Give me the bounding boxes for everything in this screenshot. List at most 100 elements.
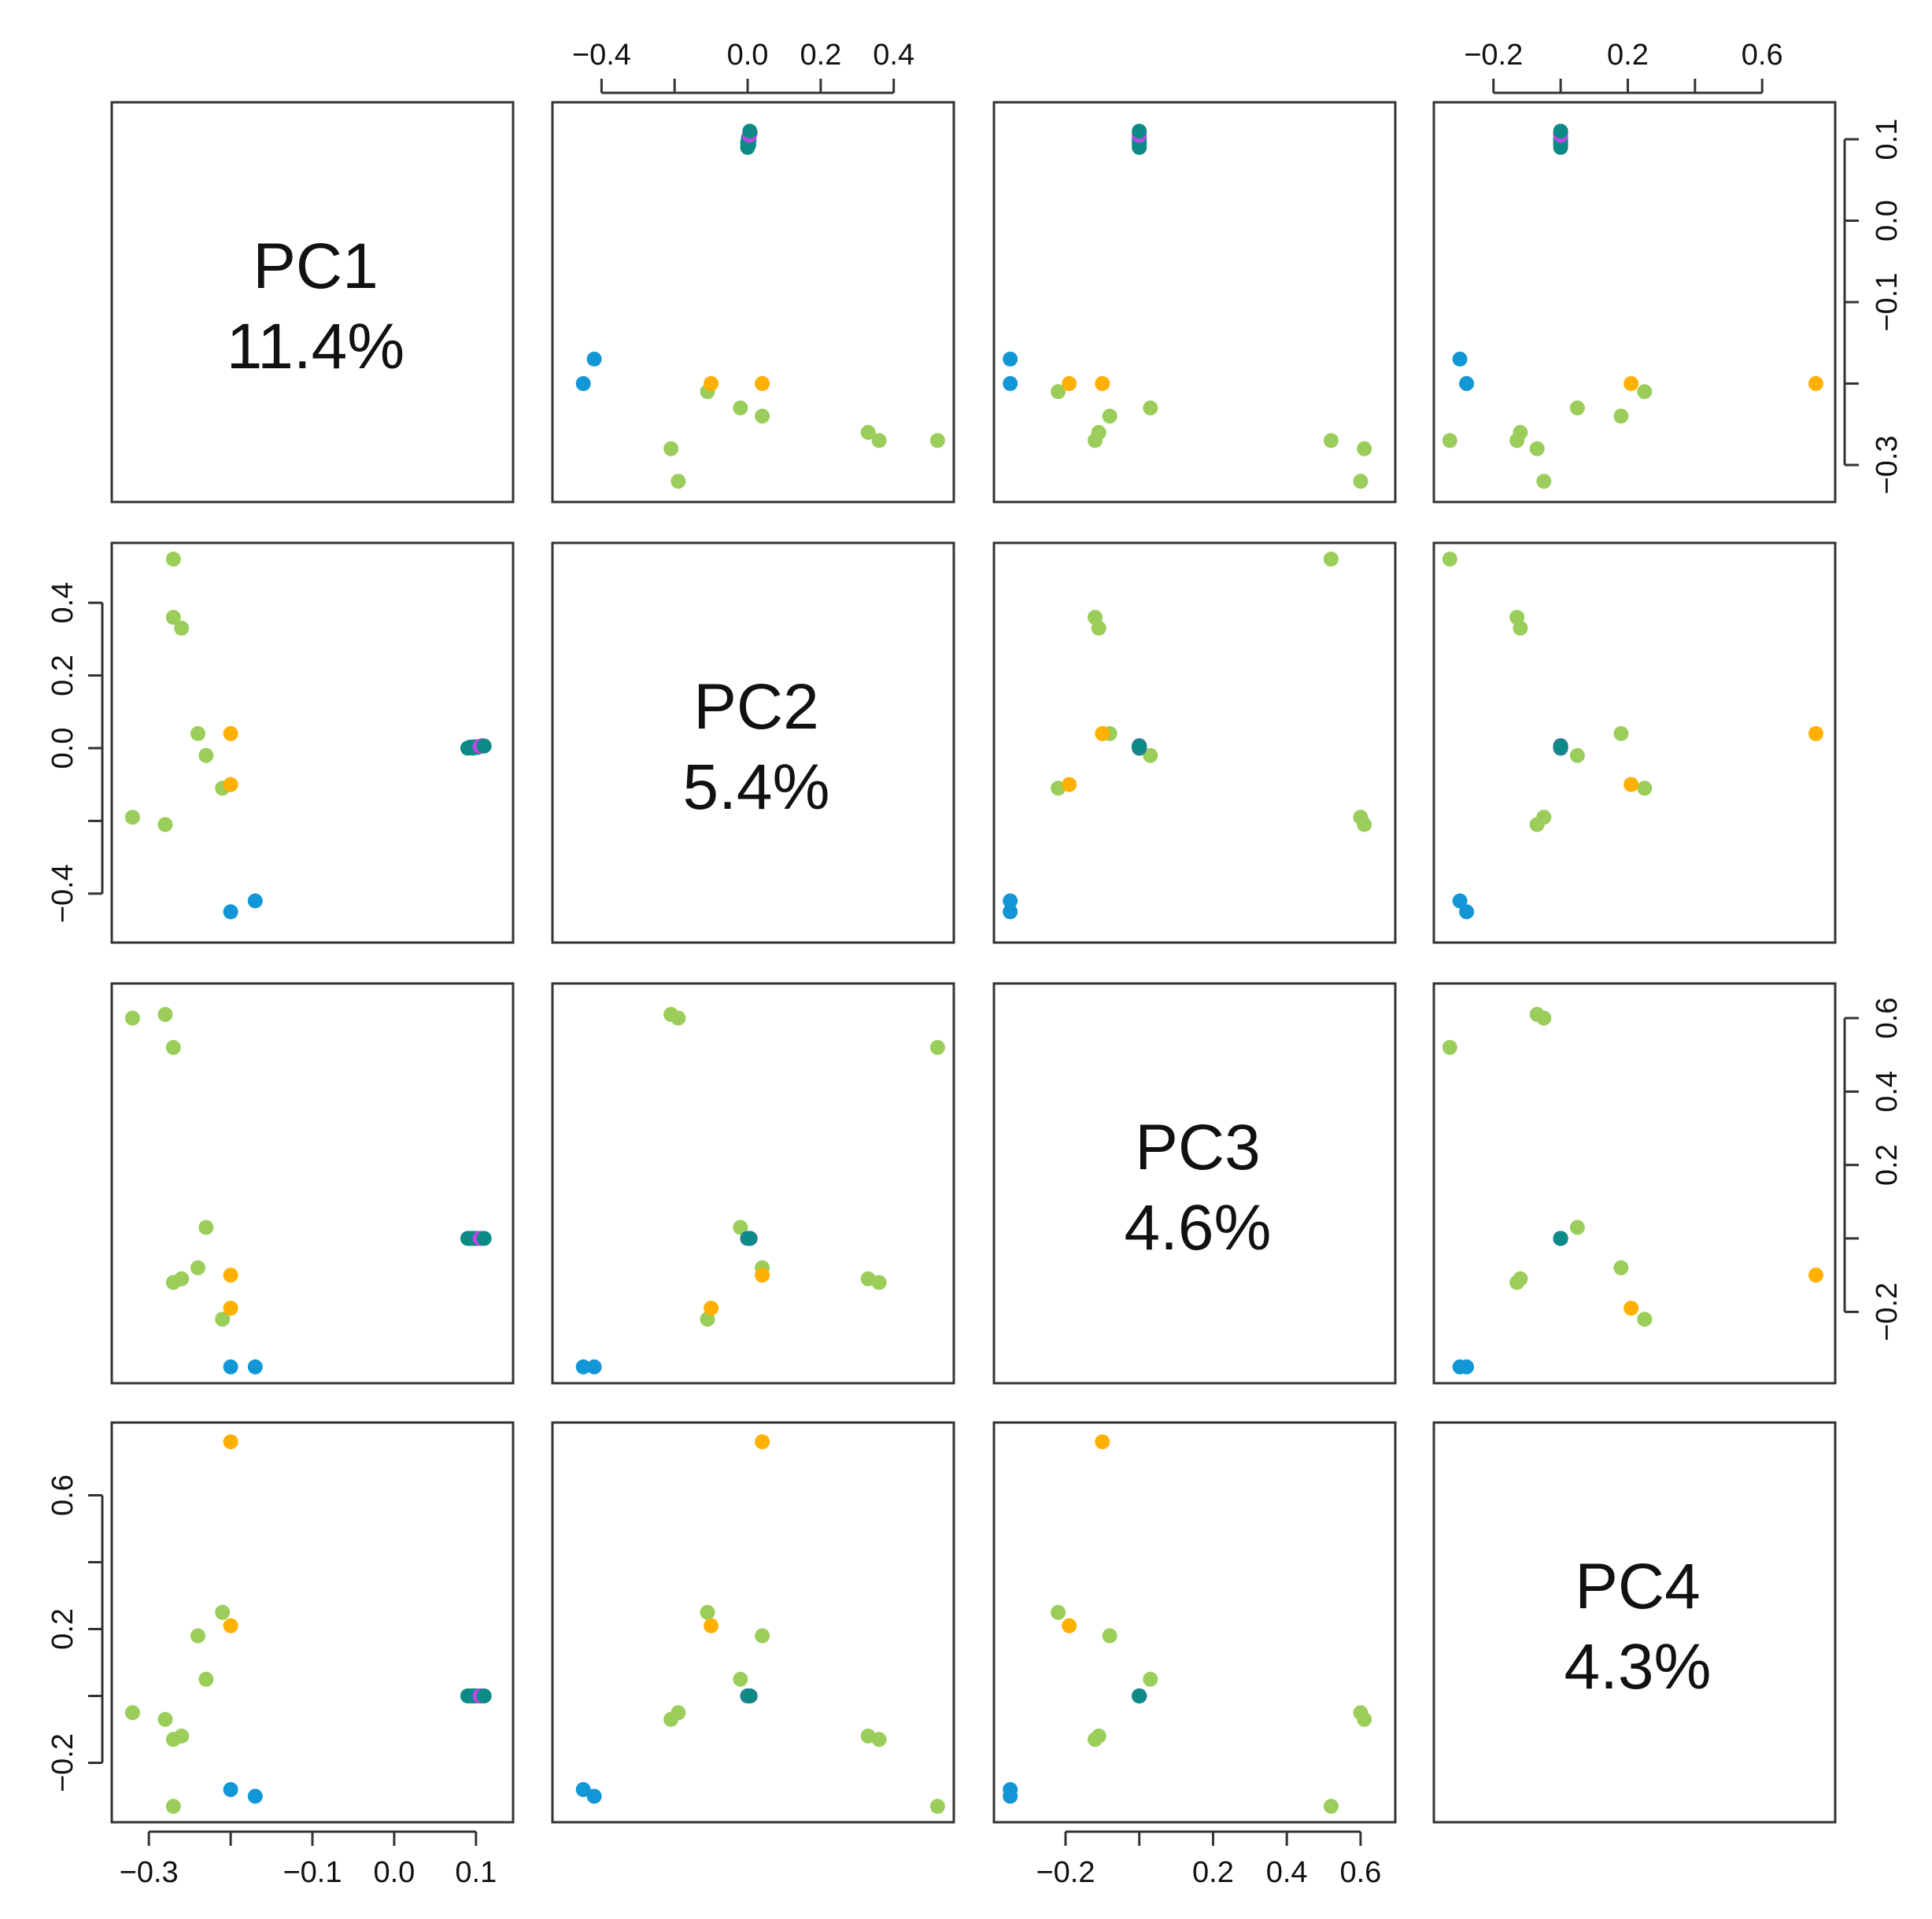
scatter-point-orange	[704, 1301, 719, 1316]
panel-frame	[551, 541, 955, 944]
scatter-point-green	[1143, 747, 1158, 763]
panel-PC2-vs-PC1	[110, 541, 515, 944]
scatter-point-green	[1442, 552, 1457, 567]
scatter-point-green	[1442, 433, 1457, 448]
scatter-point-orange	[1095, 376, 1110, 391]
scatter-point-green	[190, 725, 205, 741]
scatter-point-teal	[1132, 738, 1147, 754]
scatter-point-green	[663, 441, 679, 456]
panel-PC1-vs-PC3	[992, 101, 1397, 504]
scatter-point-blue	[1003, 1788, 1018, 1804]
tick-label: 0.4	[873, 39, 914, 72]
tick-label: 0.0	[46, 728, 79, 769]
scatter-point-green	[157, 817, 173, 832]
scatter-point-orange	[223, 725, 238, 741]
scatter-point-green	[1569, 1220, 1585, 1235]
tick-label: 0.6	[1871, 998, 1904, 1039]
tick-label: −0.4	[572, 39, 631, 72]
scatter-point-green	[1091, 1729, 1106, 1744]
panel-PC2-vs-PC4	[1432, 541, 1837, 944]
scatter-point-green	[1442, 1039, 1457, 1055]
tick-label: −0.2	[1871, 1282, 1904, 1341]
tick-label: −0.1	[1871, 272, 1904, 331]
tick-label: 0.2	[46, 1608, 79, 1650]
scatter-point-teal	[476, 738, 492, 754]
scatter-point-green	[1529, 1006, 1545, 1022]
tick-label: 0.2	[800, 39, 841, 72]
scatter-point-teal	[742, 1231, 758, 1246]
scatter-point-green	[1091, 620, 1106, 636]
scatter-point-green	[1051, 384, 1066, 400]
scatter-point-teal	[476, 1688, 492, 1703]
panel-PC1-vs-PC4	[1432, 101, 1837, 504]
diagonal-variable-name: PC4	[1575, 1551, 1701, 1622]
tick-label: 0.1	[455, 1856, 497, 1889]
tick-label: 0.2	[1192, 1856, 1234, 1889]
scatter-point-green	[165, 1799, 181, 1814]
scatter-point-teal	[1132, 124, 1147, 139]
tick-label: 0.6	[1742, 39, 1783, 72]
panel-frame	[110, 1421, 515, 1824]
scatter-point-orange	[755, 376, 770, 391]
tick-label: 0.1	[1871, 119, 1904, 161]
panel-frame	[551, 1421, 955, 1824]
scatter-point-green	[1357, 441, 1372, 456]
scatter-point-green	[1637, 1312, 1653, 1327]
scatter-point-green	[1051, 1604, 1066, 1620]
scatter-point-orange	[1062, 376, 1077, 391]
panel-frame	[1432, 982, 1837, 1385]
scatter-point-green	[165, 1039, 181, 1055]
scatter-point-green	[190, 1260, 205, 1275]
diagonal-variance-percent: 4.6%	[1125, 1192, 1272, 1264]
scatter-point-green	[929, 1799, 945, 1814]
panel-frame	[110, 541, 515, 944]
scatter-point-blue	[247, 893, 263, 909]
panel-PC3-vs-PC4	[1432, 982, 1837, 1385]
scatter-point-green	[1102, 1628, 1117, 1644]
panel-PC3-vs-PC3: PC3 4.6%	[992, 982, 1397, 1385]
tick-label: −0.1	[283, 1856, 342, 1889]
scatter-point-orange	[223, 777, 238, 792]
tick-label: 0.2	[46, 655, 79, 696]
panel-frame	[1432, 541, 1837, 944]
panel-frame	[992, 541, 1397, 944]
panel-frame	[551, 101, 955, 504]
scatter-point-green	[670, 474, 686, 489]
left-axis-PC4: −0.2 0.2 0.6	[46, 1474, 104, 1792]
scatter-point-blue	[1003, 351, 1018, 367]
scatter-point-orange	[704, 1618, 719, 1633]
tick-label: 0.2	[1607, 39, 1649, 72]
panel-PC4-vs-PC4: PC4 4.3%	[1432, 1421, 1837, 1824]
scatter-point-green	[1637, 384, 1653, 400]
scatter-point-orange	[223, 1618, 238, 1633]
tick-label: 0.4	[1266, 1856, 1308, 1889]
scatter-point-green	[174, 1729, 190, 1744]
scatter-point-green	[1569, 400, 1585, 415]
scatter-point-orange	[755, 1268, 770, 1283]
scatter-point-green	[1143, 1671, 1158, 1687]
panel-frame	[551, 982, 955, 1385]
scatter-point-orange	[1062, 1618, 1077, 1633]
diagonal-variance-percent: 4.3%	[1564, 1631, 1712, 1703]
scatter-point-green	[1091, 425, 1106, 441]
scatter-point-green	[1143, 400, 1158, 415]
scatter-point-blue	[575, 376, 591, 391]
scatter-point-green	[198, 1671, 214, 1687]
scatter-point-green	[700, 1604, 715, 1620]
scatter-point-blue	[575, 1782, 591, 1797]
panel-PC2-vs-PC3	[992, 541, 1397, 944]
diagonal-variance-percent: 11.4%	[227, 311, 405, 382]
scatter-point-green	[1529, 817, 1545, 832]
scatter-point-green	[215, 1604, 231, 1620]
scatter-point-blue	[1003, 893, 1018, 909]
scatter-point-orange	[1095, 725, 1110, 741]
scatter-point-green	[1357, 817, 1372, 832]
panel-PC2-vs-PC2: PC2 5.4%	[551, 541, 955, 944]
scatter-point-green	[124, 810, 140, 825]
scatter-point-green	[198, 747, 214, 763]
scatter-point-green	[215, 1312, 231, 1327]
scatter-point-teal	[1132, 1688, 1147, 1703]
scatter-point-green	[1323, 433, 1339, 448]
panel-PC3-vs-PC2	[551, 982, 955, 1385]
panel-frame	[110, 101, 515, 504]
